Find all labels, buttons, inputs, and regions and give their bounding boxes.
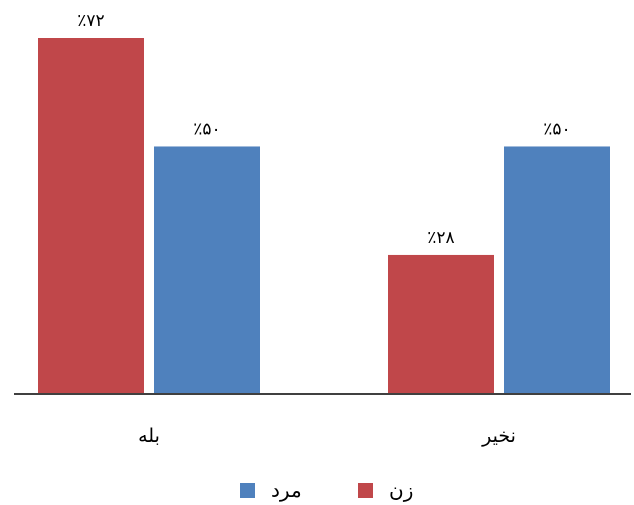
data-labels-layer: ٪۷۲ ٪۵۰ ٪۲۸ ٪۵۰: [77, 11, 570, 248]
bar-mard-nakhir: [504, 146, 610, 393]
bar-mard-bale: [154, 146, 260, 393]
legend: زن مرد: [240, 478, 413, 502]
data-label: ٪۵۰: [543, 119, 570, 139]
legend-swatch-mard: [240, 483, 255, 498]
legend-label-zan: زن: [389, 478, 413, 502]
bars-layer: [38, 38, 610, 393]
bar-zan-bale: [38, 38, 144, 393]
category-labels-layer: بله نخیر: [138, 425, 516, 447]
data-label: ٪۵۰: [193, 119, 220, 139]
data-label: ٪۲۸: [427, 228, 454, 248]
category-label: بله: [138, 425, 160, 447]
bar-zan-nakhir: [388, 254, 494, 393]
legend-label-mard: مرد: [271, 478, 302, 502]
legend-swatch-zan: [358, 483, 373, 498]
data-label: ٪۷۲: [77, 11, 104, 31]
category-label: نخیر: [481, 425, 516, 447]
